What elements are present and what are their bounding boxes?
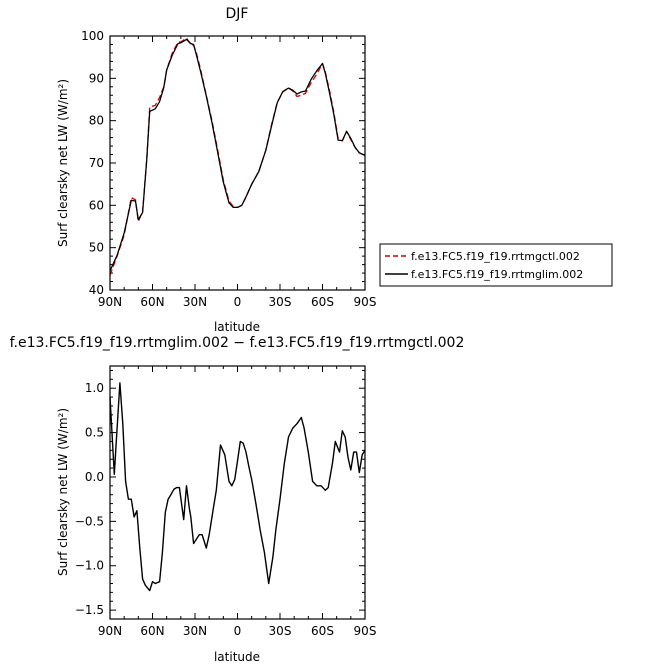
- top-axis-ticks: 90N 60N 30N 0 30S 60S 90S 40 50 60 70 80 90 100: [81, 29, 376, 309]
- top-y-tick-label: 80: [89, 114, 104, 128]
- top-plot-frame: [109, 35, 366, 291]
- top-x-tick-label: 30S: [269, 295, 292, 309]
- top-y-tick-label: 90: [89, 71, 104, 85]
- legend-label-ctl: f.e13.FC5.f19_f19.rrtmgctl.002: [411, 250, 580, 263]
- top-y-tick-label: 70: [89, 156, 104, 170]
- top-x-tick-label: 30N: [183, 295, 207, 309]
- legend: f.e13.FC5.f19_f19.rrtmgctl.002 f.e13.FC5…: [379, 243, 613, 287]
- top-x-axis-label: latitude: [214, 320, 260, 334]
- bottom-x-tick-label: 0: [234, 624, 242, 638]
- top-series-line-1: [109, 37, 366, 276]
- top-x-tick-label: 90S: [354, 295, 377, 309]
- bottom-x-tick-label: 90S: [354, 624, 377, 638]
- bottom-y-axis-label: Surf clearsky net LW (W/m²): [56, 408, 70, 576]
- top-x-tick-label: 0: [234, 295, 242, 309]
- legend-box: [379, 243, 613, 287]
- top-line-chart: DJF Surf clearsky net LW (W/m²) latitude…: [56, 6, 376, 334]
- bottom-chart-title: f.e13.FC5.f19_f19.rrtmglim.002 − f.e13.F…: [10, 335, 465, 351]
- bottom-y-tick-label: −0.5: [75, 514, 104, 528]
- bottom-plot-frame: [109, 365, 366, 620]
- top-chart-title: DJF: [226, 6, 249, 22]
- top-y-axis-label: Surf clearsky net LW (W/m²): [56, 79, 70, 247]
- top-x-tick-label: 60N: [140, 295, 164, 309]
- bottom-line-chart: f.e13.FC5.f19_f19.rrtmglim.002 − f.e13.F…: [10, 335, 465, 664]
- bottom-x-axis-label: latitude: [214, 650, 260, 664]
- bottom-y-tick-label: 0.5: [85, 426, 104, 440]
- top-y-tick-label: 40: [89, 283, 104, 297]
- bottom-series-line-1: [109, 382, 366, 592]
- top-x-tick-label: 60S: [311, 295, 334, 309]
- bottom-y-tick-label: 1.0: [85, 381, 104, 395]
- bottom-x-tick-label: 30S: [269, 624, 292, 638]
- top-y-tick-label: 100: [81, 29, 104, 43]
- bottom-x-tick-label: 60N: [140, 624, 164, 638]
- bottom-y-tick-label: 0.0: [85, 470, 104, 484]
- top-y-tick-label: 50: [89, 241, 104, 255]
- top-series-line-2: [109, 38, 366, 272]
- bottom-x-tick-label: 90N: [98, 624, 122, 638]
- bottom-y-tick-label: −1.5: [75, 603, 104, 617]
- bottom-axis-ticks: 90N 60N 30N 0 30S 60S 90S −1.5 −1.0 −0.5 0.0 0.5 1.0: [75, 366, 377, 638]
- top-x-tick-label: 90N: [98, 295, 122, 309]
- bottom-y-tick-label: −1.0: [75, 559, 104, 573]
- top-y-tick-label: 60: [89, 198, 104, 212]
- bottom-x-tick-label: 60S: [311, 624, 334, 638]
- bottom-series-lines: [109, 382, 366, 592]
- legend-label-lim: f.e13.FC5.f19_f19.rrtmglim.002: [411, 268, 583, 281]
- top-series-lines: [109, 37, 366, 276]
- bottom-x-tick-label: 30N: [183, 624, 207, 638]
